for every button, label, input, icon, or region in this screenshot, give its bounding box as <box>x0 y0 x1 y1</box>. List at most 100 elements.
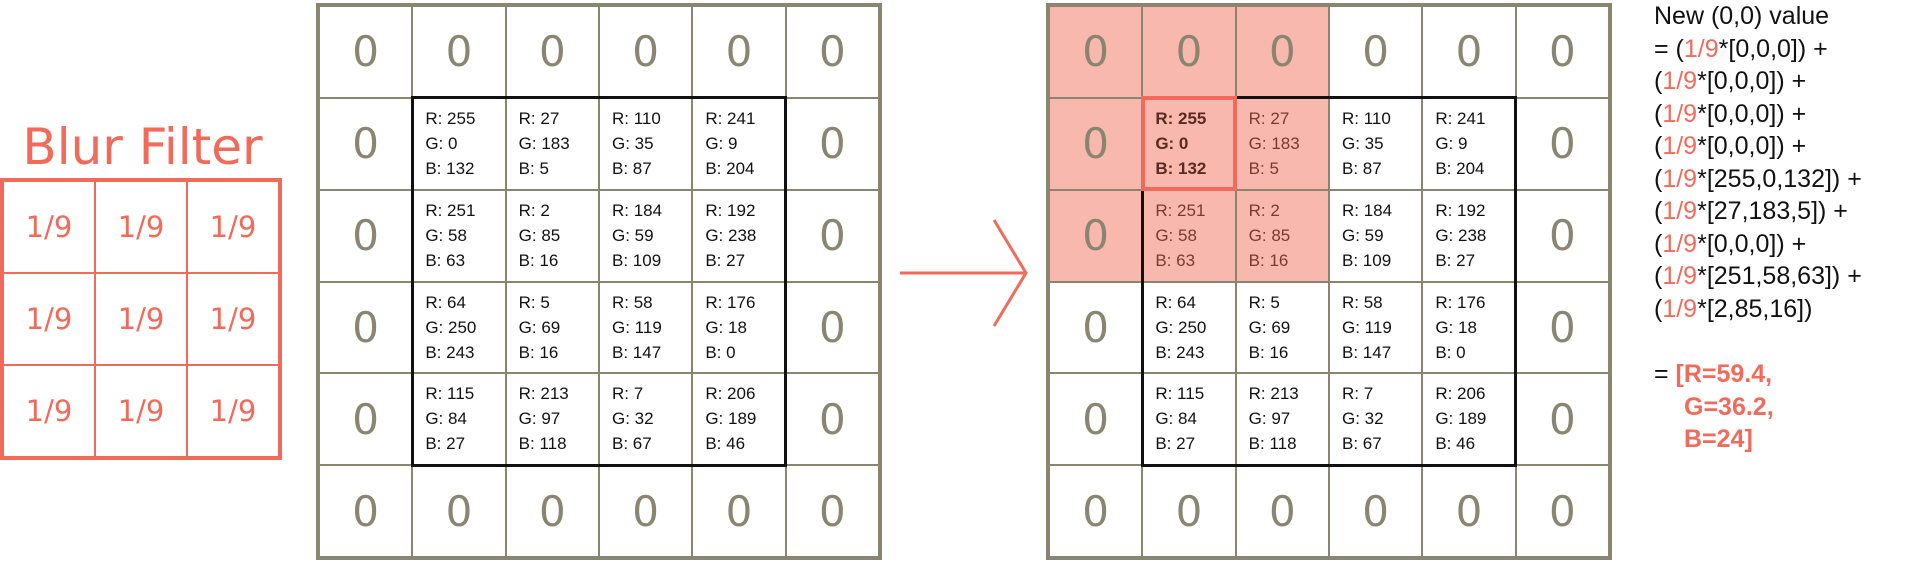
pixel-rgb: R: 251 G: 58 B: 63 <box>413 191 475 273</box>
term-rest: *[0,0,0]) + <box>1697 67 1807 95</box>
padding-cell: 0 <box>785 465 879 557</box>
pixel-rgb: R: 255 G: 0 B: 132 <box>413 99 475 181</box>
pixel-g-value: G: 32 <box>1342 409 1384 429</box>
pixel-b-value: B: 132 <box>425 158 475 178</box>
padding-cell: 0 <box>1422 6 1516 98</box>
pixel-r-value: R: 5 <box>1248 292 1280 312</box>
term-weight: 1/9 <box>1662 132 1698 160</box>
formula-panel: New (0,0) value = (1/9*[0,0,0]) + (1/9*[0… <box>1654 0 1909 456</box>
pixel-r-value: R: 58 <box>612 292 653 312</box>
term-weight: 1/9 <box>1662 67 1698 95</box>
pixel-cell: R: 115 G: 84 B: 27 <box>412 373 506 466</box>
pixel-r-value: R: 213 <box>518 384 569 404</box>
term-weight: 1/9 <box>1683 34 1719 63</box>
term-prefix: ( <box>1654 197 1663 225</box>
padding-cell: 0 <box>1422 465 1516 557</box>
pixel-g-value: G: 32 <box>612 409 654 429</box>
pixel-g-value: G: 84 <box>1155 409 1197 429</box>
padding-cell: 0 <box>692 6 786 98</box>
pixel-r-value: R: 27 <box>518 108 560 128</box>
pixel-rgb: R: 64 G: 250 B: 243 <box>1143 283 1206 365</box>
pixel-g-value: G: 35 <box>612 133 654 153</box>
input-image-grid: 0 0 0 0 0 0 0 R: 255 G: 0 B: 132 R: 27 G: 183 B: 5 R:… <box>316 3 882 560</box>
pixel-b-value: B: 63 <box>1155 250 1196 270</box>
padding-cell: 0 <box>1049 189 1143 282</box>
pixel-b-value: B: 16 <box>518 342 559 362</box>
pixel-g-value: G: 250 <box>425 317 477 337</box>
padding-cell: 0 <box>1142 6 1236 98</box>
padding-cell: 0 <box>1329 465 1423 557</box>
padding-cell: 0 <box>785 281 879 374</box>
pixel-g-value: G: 238 <box>1435 225 1487 245</box>
padding-cell: 0 <box>599 6 693 98</box>
padding-cell: 0 <box>319 465 413 557</box>
filter-weight: 1/9 <box>187 181 279 273</box>
term-prefix: ( <box>1654 67 1663 95</box>
padding-cell: 0 <box>1049 465 1143 557</box>
padding-cell: 0 <box>1235 465 1329 557</box>
pixel-cell: R: 206 G: 189 B: 46 <box>1422 373 1516 466</box>
pixel-g-value: G: 85 <box>518 225 561 245</box>
pixel-rgb: R: 206 G: 189 B: 46 <box>1423 374 1486 456</box>
pixel-rgb: R: 176 G: 18 B: 0 <box>1423 283 1485 365</box>
pixel-b-value: B: 46 <box>705 434 746 454</box>
pixel-r-value: R: 184 <box>1342 200 1393 220</box>
padding-cell: 0 <box>412 465 506 557</box>
padding-cell: 0 <box>505 465 599 557</box>
pixel-b-value: B: 27 <box>1155 434 1196 454</box>
pixel-rgb: R: 184 G: 59 B: 109 <box>1330 191 1392 273</box>
pixel-cell: R: 110 G: 35 B: 87 <box>1329 97 1423 190</box>
pixel-b-value: B: 204 <box>705 158 755 178</box>
pixel-r-value: R: 7 <box>1342 384 1374 404</box>
pixel-r-value: R: 184 <box>612 200 663 220</box>
pixel-r-value: R: 206 <box>705 384 756 404</box>
pixel-cell: R: 27 G: 183 B: 5 <box>505 97 599 190</box>
filter-title: Blur Filter <box>22 118 263 176</box>
pixel-g-value: G: 189 <box>705 409 757 429</box>
pixel-g-value: G: 9 <box>1435 133 1468 153</box>
formula-term: (1/9*[0,0,0]) + <box>1654 65 1909 98</box>
pixel-g-value: G: 183 <box>518 133 570 153</box>
pixel-g-value: G: 238 <box>705 225 757 245</box>
pixel-g-value: G: 59 <box>1342 225 1384 245</box>
pixel-cell: R: 58 G: 119 B: 147 <box>1329 281 1423 374</box>
pixel-rgb: R: 110 G: 35 B: 87 <box>1330 99 1391 181</box>
pixel-g-value: G: 18 <box>705 317 747 337</box>
pixel-rgb: R: 58 G: 119 B: 147 <box>600 283 662 365</box>
pixel-rgb: R: 213 G: 97 B: 118 <box>507 374 569 456</box>
padding-cell: 0 <box>319 6 413 98</box>
pixel-r-value: R: 241 <box>1435 108 1486 128</box>
pixel-cell: R: 2 G: 85 B: 16 <box>505 189 599 282</box>
term-rest: *[251,58,63]) + <box>1697 262 1862 290</box>
filter-weight: 1/9 <box>3 181 95 273</box>
filter-weight: 1/9 <box>187 273 279 365</box>
padding-cell: 0 <box>319 97 413 190</box>
pixel-r-value: R: 110 <box>612 108 661 128</box>
filter-weight: 1/9 <box>3 365 95 457</box>
pixel-cell: R: 176 G: 18 B: 0 <box>692 281 786 374</box>
pixel-rgb: R: 192 G: 238 B: 27 <box>1423 191 1486 273</box>
padding-cell: 0 <box>319 373 413 466</box>
pixel-b-value: B: 27 <box>1435 250 1476 270</box>
pixel-b-value: B: 243 <box>1155 342 1205 362</box>
pixel-g-value: G: 69 <box>518 317 561 337</box>
pixel-rgb: R: 213 G: 97 B: 118 <box>1237 374 1299 456</box>
padding-cell: 0 <box>599 465 693 557</box>
filter-weight: 1/9 <box>187 365 279 457</box>
pixel-cell: R: 206 G: 189 B: 46 <box>692 373 786 466</box>
pixel-r-value: R: 176 <box>705 292 756 312</box>
pixel-r-value: R: 115 <box>1155 384 1205 404</box>
padding-cell: 0 <box>785 189 879 282</box>
term-rest: *[2,85,16]) <box>1697 294 1813 323</box>
pixel-rgb: R: 115 G: 84 B: 27 <box>413 374 474 456</box>
pixel-cell: R: 176 G: 18 B: 0 <box>1422 281 1516 374</box>
padding-cell: 0 <box>1329 6 1423 98</box>
pixel-b-value: B: 63 <box>425 250 466 270</box>
padding-cell: 0 <box>505 6 599 98</box>
result-g: G=36.2, <box>1684 392 1774 421</box>
padding-cell: 0 <box>1049 373 1143 466</box>
pixel-rgb: R: 176 G: 18 B: 0 <box>693 283 755 365</box>
term-weight: 1/9 <box>1662 164 1698 193</box>
pixel-r-value: R: 2 <box>1248 200 1280 220</box>
padding-cell: 0 <box>692 465 786 557</box>
